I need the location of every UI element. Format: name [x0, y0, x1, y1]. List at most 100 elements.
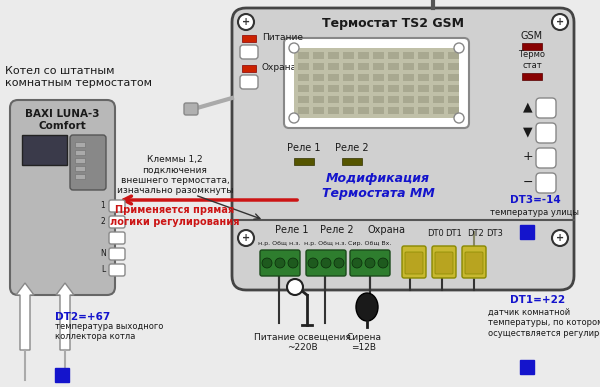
Text: +: + — [556, 17, 564, 27]
Bar — [75, 142, 85, 147]
Text: Клеммы 1,2
подключения
внешнего термостата,
изначально разомкнуты: Клеммы 1,2 подключения внешнего термоста… — [117, 155, 233, 195]
Bar — [403, 96, 414, 103]
Text: Питание освещения
~220В: Питание освещения ~220В — [254, 333, 350, 353]
Text: DT2=+67: DT2=+67 — [55, 312, 110, 322]
Bar — [448, 63, 459, 70]
Bar — [343, 96, 354, 103]
Bar — [343, 74, 354, 81]
Text: 1: 1 — [101, 202, 106, 211]
FancyBboxPatch shape — [240, 75, 258, 89]
Text: DT3: DT3 — [487, 229, 503, 238]
Bar — [358, 74, 369, 81]
FancyArrow shape — [56, 283, 74, 350]
Bar — [298, 74, 309, 81]
Text: Сирена
=12В: Сирена =12В — [347, 333, 382, 353]
FancyBboxPatch shape — [306, 250, 346, 276]
FancyBboxPatch shape — [260, 250, 300, 276]
Bar — [328, 52, 339, 59]
Text: температура выходного
коллектора котла: температура выходного коллектора котла — [55, 322, 163, 341]
Text: Сир. Общ Вх.: Сир. Общ Вх. — [349, 241, 392, 246]
Bar — [358, 63, 369, 70]
Text: +: + — [242, 233, 250, 243]
Bar — [328, 74, 339, 81]
Bar — [313, 96, 324, 103]
Bar — [242, 65, 256, 72]
Text: GSM: GSM — [521, 31, 543, 41]
Bar — [328, 85, 339, 92]
Bar — [448, 96, 459, 103]
Text: температура улицы: температура улицы — [490, 208, 579, 217]
Text: BAXI LUNA-3
Comfort: BAXI LUNA-3 Comfort — [25, 109, 99, 131]
Bar — [403, 107, 414, 114]
Bar — [388, 52, 399, 59]
Bar — [418, 85, 429, 92]
Circle shape — [289, 43, 299, 53]
Bar — [448, 52, 459, 59]
Bar — [373, 96, 384, 103]
FancyBboxPatch shape — [536, 98, 556, 118]
FancyBboxPatch shape — [10, 100, 115, 295]
Text: −: − — [523, 175, 533, 188]
Bar — [373, 63, 384, 70]
Bar — [433, 107, 444, 114]
Text: Питание: Питание — [262, 34, 303, 43]
Bar — [328, 63, 339, 70]
Bar — [313, 85, 324, 92]
Bar — [75, 166, 85, 171]
FancyBboxPatch shape — [536, 173, 556, 193]
Bar — [403, 74, 414, 81]
Bar — [418, 52, 429, 59]
Bar — [522, 73, 542, 80]
FancyBboxPatch shape — [284, 38, 469, 128]
Circle shape — [289, 113, 299, 123]
Text: +: + — [556, 233, 564, 243]
Text: ▲: ▲ — [523, 101, 533, 113]
Text: Реле 1: Реле 1 — [275, 225, 309, 235]
Bar — [358, 52, 369, 59]
Circle shape — [308, 258, 318, 268]
Text: Применяется прямая
логики регулирования: Применяется прямая логики регулирования — [110, 205, 240, 227]
Text: Котел со штатным
комнатным термостатом: Котел со штатным комнатным термостатом — [5, 67, 152, 88]
Text: DT3=-14: DT3=-14 — [510, 195, 561, 205]
Bar — [388, 107, 399, 114]
Bar — [294, 158, 314, 165]
Bar — [75, 174, 85, 179]
Circle shape — [334, 258, 344, 268]
Bar — [328, 107, 339, 114]
FancyBboxPatch shape — [240, 45, 258, 59]
Text: Модификация
Термостата ММ: Модификация Термостата ММ — [322, 172, 434, 200]
Bar — [433, 52, 444, 59]
Bar — [433, 63, 444, 70]
Bar — [358, 85, 369, 92]
Bar — [313, 52, 324, 59]
Bar — [403, 85, 414, 92]
Bar — [418, 74, 429, 81]
Text: Охрана: Охрана — [368, 225, 406, 235]
Circle shape — [288, 258, 298, 268]
Bar — [342, 158, 362, 165]
FancyBboxPatch shape — [462, 246, 486, 278]
FancyBboxPatch shape — [109, 232, 125, 244]
Text: L: L — [101, 265, 105, 274]
Bar — [242, 35, 256, 42]
Bar — [75, 158, 85, 163]
Text: +: + — [242, 17, 250, 27]
Bar — [298, 52, 309, 59]
Bar — [55, 368, 69, 382]
Text: датчик комнатной
температуры, по которому
осуществляется регулирование: датчик комнатной температуры, по котором… — [488, 308, 600, 338]
Circle shape — [352, 258, 362, 268]
Bar — [433, 74, 444, 81]
Bar — [520, 360, 534, 374]
Circle shape — [321, 258, 331, 268]
Text: Реле 2: Реле 2 — [320, 225, 354, 235]
Bar — [448, 107, 459, 114]
Bar — [313, 74, 324, 81]
FancyBboxPatch shape — [109, 248, 125, 260]
Circle shape — [365, 258, 375, 268]
Text: Охрана: Охрана — [262, 63, 297, 72]
Text: DT1: DT1 — [446, 229, 463, 238]
Text: Реле 1: Реле 1 — [287, 143, 321, 153]
Circle shape — [378, 258, 388, 268]
Bar — [298, 85, 309, 92]
FancyBboxPatch shape — [405, 252, 423, 274]
